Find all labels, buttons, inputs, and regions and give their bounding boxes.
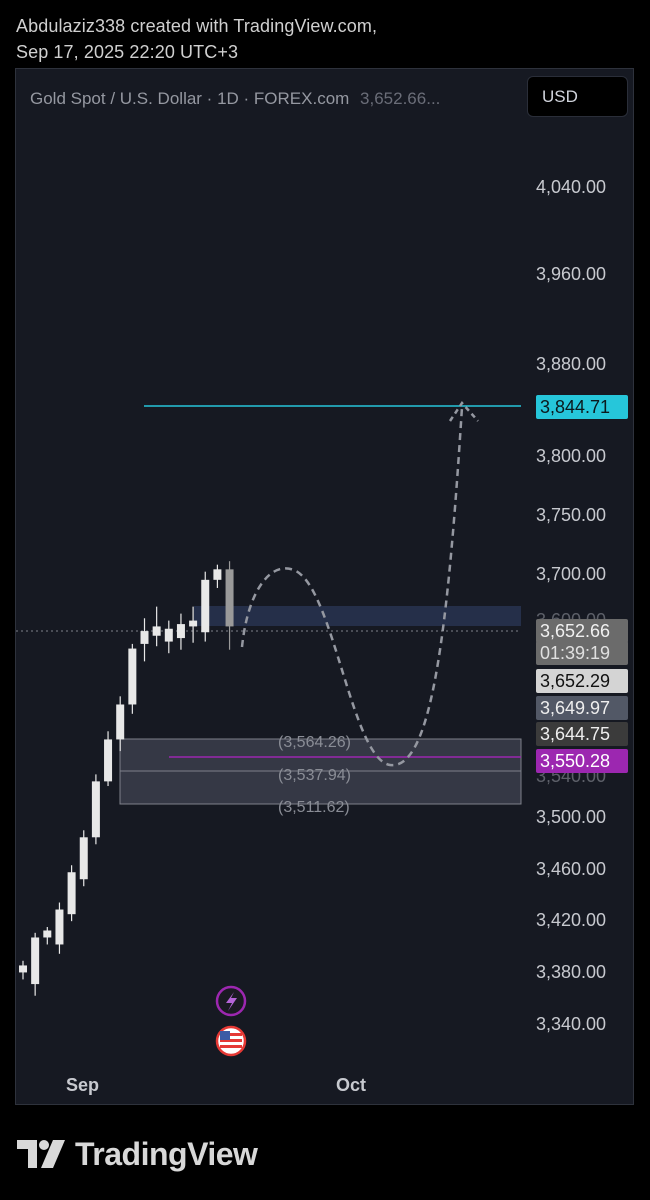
target-price-badge: 3,844.71 — [536, 395, 628, 419]
candle-body — [116, 704, 125, 740]
price-tick: 3,750.00 — [536, 505, 607, 525]
candles-group — [19, 561, 234, 996]
candle-body — [176, 624, 185, 639]
price-plot[interactable]: (3,564.26) (3,537.94) (3,511.62) — [16, 69, 633, 1104]
projection-arrowhead — [448, 400, 479, 422]
candle-body — [164, 628, 173, 642]
candle-body — [128, 648, 137, 705]
tv-logo-text: TradingView — [75, 1135, 258, 1172]
price-tick: 4,040.00 — [536, 177, 607, 197]
candle-body — [19, 965, 27, 973]
lower-zone-bottom — [119, 770, 522, 805]
price-badge-2: 3,649.97 — [536, 696, 628, 720]
tradingview-logo[interactable]: TradingView — [17, 1135, 258, 1172]
zone-label-mid: (3,537.94) — [278, 767, 351, 784]
upper-zone — [194, 606, 521, 626]
price-tick: 3,800.00 — [536, 446, 607, 466]
time-label-oct: Oct — [336, 1075, 367, 1095]
currency-button[interactable]: USD — [527, 76, 628, 117]
chart-panel[interactable]: Gold Spot / U.S. Dollar · 1D · FOREX.com… — [15, 68, 634, 1105]
zone-label-upper: (3,564.26) — [278, 734, 351, 751]
price-tick: 3,500.00 — [536, 807, 607, 827]
candle-body — [225, 569, 234, 627]
candle-body — [152, 626, 161, 636]
price-badge-1: 3,652.29 — [536, 669, 628, 693]
candle-body — [31, 937, 40, 985]
symbol-info: Gold Spot / U.S. Dollar · 1D · FOREX.com… — [30, 89, 440, 109]
projection-path — [240, 406, 464, 767]
price-tick: 3,340.00 — [536, 1014, 607, 1034]
candle-body — [213, 569, 222, 580]
candle-body — [43, 930, 52, 938]
candle-body — [91, 781, 100, 838]
price-badge-3: 3,644.75 — [536, 722, 628, 746]
level-price-badge: 3,550.28 — [536, 749, 628, 773]
price-tick: 3,880.00 — [536, 354, 607, 374]
countdown-badge: 01:39:19 — [536, 641, 628, 665]
zone-label-lower: (3,511.62) — [278, 799, 350, 816]
candle-body — [140, 631, 149, 644]
candle-body — [201, 579, 210, 633]
last-price: 3,652.66... — [360, 89, 441, 108]
time-label-sep: Sep — [66, 1075, 100, 1095]
caption-date: Sep 17, 2025 22:20 UTC+3 — [16, 42, 239, 62]
lightning-icon[interactable] — [215, 985, 247, 1017]
price-tick: 3,700.00 — [536, 564, 607, 584]
candle-body — [189, 620, 198, 627]
current-price-badge: 3,652.66 — [536, 619, 628, 643]
tv-logo-icon — [17, 1140, 65, 1168]
price-tick: 3,380.00 — [536, 962, 607, 982]
caption-author: Abdulaziz338 created with TradingView.co… — [16, 16, 378, 36]
candle-body — [104, 739, 113, 782]
symbol-title[interactable]: Gold Spot / U.S. Dollar · 1D · FOREX.com — [30, 89, 350, 108]
price-tick: 3,460.00 — [536, 859, 607, 879]
candle-body — [55, 909, 64, 945]
candle-body — [67, 872, 76, 915]
candle-body — [79, 837, 88, 880]
price-tick: 3,420.00 — [536, 910, 607, 930]
us-flag-icon[interactable] — [215, 1025, 247, 1057]
price-tick: 3,960.00 — [536, 264, 607, 284]
